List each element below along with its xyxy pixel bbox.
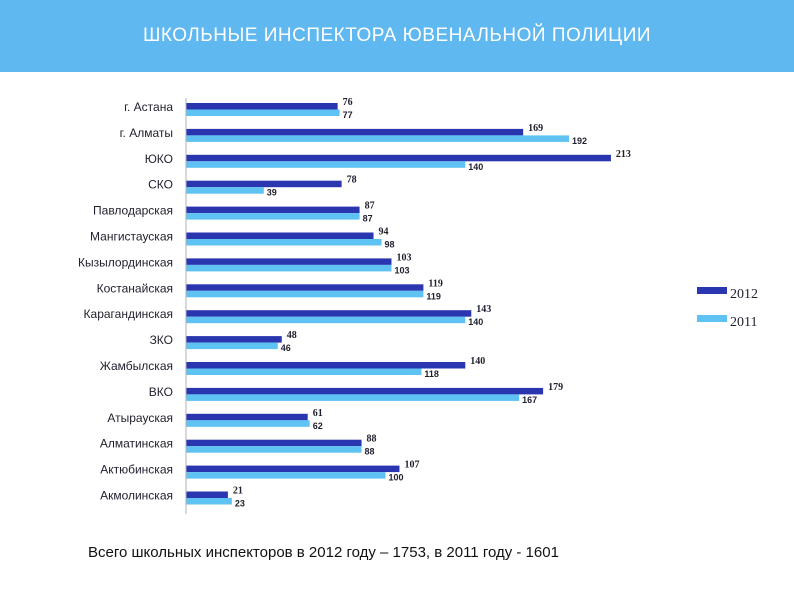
bar-2011	[186, 239, 382, 246]
bar-2012	[186, 439, 362, 447]
bar-2012	[186, 206, 360, 214]
bar-chart: г. Астана 76 77 г. Алматы 169 192 ЮКО 213 140 СКО…	[78, 97, 758, 514]
bar-2011	[186, 316, 466, 324]
bar-2011	[186, 420, 310, 427]
data-label-2012: 143	[476, 304, 491, 315]
bar-2011	[186, 109, 340, 116]
bar-2011	[186, 187, 264, 194]
data-label-2011: 140	[468, 317, 483, 327]
bar-2012	[186, 180, 342, 188]
category-label: Карагандинская	[84, 307, 173, 321]
data-label-2012: 78	[347, 175, 357, 186]
bar-2011	[186, 472, 386, 479]
data-label-2012: 107	[404, 460, 419, 471]
bar-2011	[186, 161, 466, 168]
slide-header: ШКОЛЬНЫЕ ИНСПЕКТОРА ЮВЕНАЛЬНОЙ ПОЛИЦИИ	[0, 0, 794, 72]
data-label-2011: 140	[468, 162, 483, 172]
bar-2012	[186, 336, 282, 343]
category-label: Атырауская	[107, 411, 173, 425]
summary-text: Всего школьных инспекторов в 2012 году –…	[88, 544, 559, 561]
data-label-2011: 100	[389, 473, 404, 483]
bar-2012	[186, 310, 472, 317]
data-label-2011: 119	[426, 291, 441, 301]
bar-2012	[186, 491, 228, 498]
bar-2011	[186, 135, 570, 142]
bar-2011	[186, 446, 362, 453]
data-label-2011: 62	[313, 421, 323, 431]
bar-2011	[186, 498, 232, 505]
bar-2012	[186, 154, 611, 162]
bar-2011	[186, 394, 520, 401]
bar-2012	[186, 232, 374, 239]
bar-2012	[186, 465, 400, 473]
category-label: Актюбинская	[100, 463, 173, 477]
category-label: г. Астана	[124, 100, 173, 114]
category-label: Кызылординская	[78, 255, 173, 269]
bar-2011	[186, 290, 424, 298]
bar-2011	[186, 213, 360, 220]
data-label-2011: 23	[235, 499, 245, 509]
data-label-2011: 118	[424, 369, 439, 379]
bar-2012	[186, 387, 544, 395]
data-label-2012: 87	[365, 201, 375, 212]
data-label-2012: 88	[367, 434, 377, 445]
category-label: Павлодарская	[93, 204, 173, 218]
data-label-2011: 87	[363, 214, 373, 224]
data-label-2011: 167	[522, 395, 537, 405]
data-label-2011: 39	[267, 188, 277, 198]
data-label-2012: 94	[379, 227, 389, 238]
bar-2012	[186, 362, 466, 369]
bar-2011	[186, 264, 392, 272]
data-label-2011: 88	[365, 447, 375, 457]
data-label-2012: 61	[313, 408, 323, 419]
data-label-2011: 192	[572, 136, 587, 146]
data-label-2012: 179	[548, 382, 563, 393]
bar-2012	[186, 128, 524, 136]
data-label-2012: 140	[470, 356, 485, 367]
category-label: Алматинская	[100, 437, 173, 451]
category-label: ВКО	[149, 385, 173, 399]
bar-2011	[186, 342, 278, 350]
bar-2012	[186, 413, 308, 421]
bar-2012	[186, 103, 338, 110]
legend-label-2011: 2011	[730, 315, 757, 330]
data-label-2011: 77	[343, 110, 353, 120]
data-label-2012: 169	[528, 123, 543, 134]
data-label-2012: 21	[233, 486, 243, 497]
category-label: Акмолинская	[100, 489, 173, 503]
bar-2012	[186, 258, 392, 265]
data-label-2011: 98	[385, 240, 395, 250]
slide-title: ШКОЛЬНЫЕ ИНСПЕКТОРА ЮВЕНАЛЬНОЙ ПОЛИЦИИ	[142, 25, 652, 46]
bar-2011	[186, 368, 422, 375]
legend-swatch-2012	[697, 287, 727, 294]
category-label: СКО	[148, 178, 173, 192]
data-label-2011: 103	[394, 265, 409, 275]
category-label: г. Алматы	[120, 126, 173, 140]
legend-label-2012: 2012	[730, 287, 758, 302]
data-label-2012: 103	[396, 252, 411, 263]
data-label-2011: 46	[281, 343, 291, 353]
data-label-2012: 76	[343, 97, 353, 108]
bar-2012	[186, 284, 424, 291]
data-label-2012: 213	[616, 149, 631, 160]
legend-swatch-2011	[697, 315, 727, 322]
data-label-2012: 119	[428, 278, 442, 289]
category-label: Костанайская	[97, 281, 173, 295]
category-label: ЮКО	[145, 152, 173, 166]
category-label: ЗКО	[150, 333, 173, 347]
category-label: Жамбылская	[100, 359, 173, 373]
data-label-2012: 48	[287, 330, 297, 341]
category-label: Мангистауская	[90, 230, 173, 244]
